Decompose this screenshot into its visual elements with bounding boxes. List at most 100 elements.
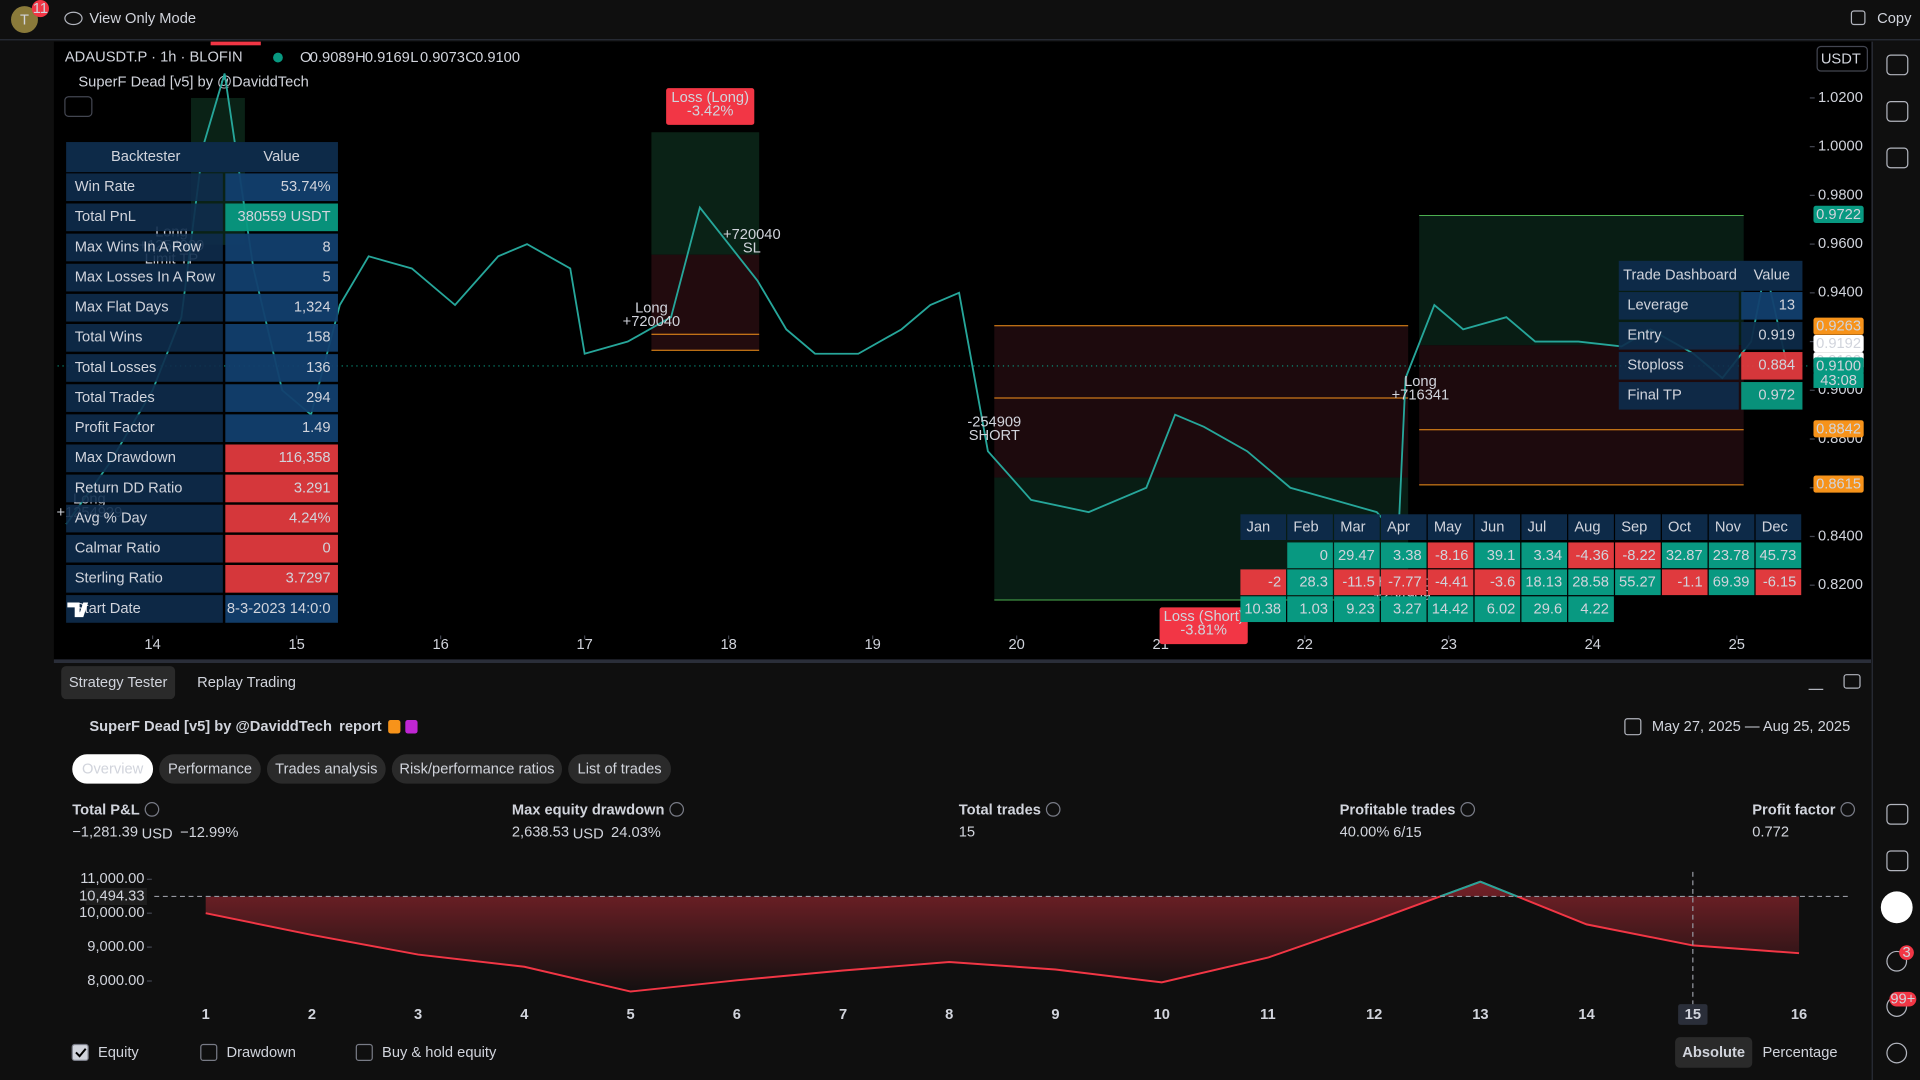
table-cell: [1427, 596, 1474, 623]
trade-label: Loss (Short): [1164, 609, 1244, 625]
table-cell: [66, 354, 223, 382]
metric-extra: 6/15: [1393, 825, 1422, 841]
subtab[interactable]: [159, 754, 261, 784]
price-tag-label: 0.9192: [1816, 336, 1861, 352]
y-tick-label: 0.9800: [1818, 187, 1863, 203]
trade-label: -254909: [967, 414, 1021, 430]
month-value: 3.38: [1393, 548, 1422, 564]
table-label: Start Date: [75, 601, 141, 617]
sidebar-icon[interactable]: [1886, 803, 1909, 825]
subtab[interactable]: [568, 754, 672, 784]
table-header: [1615, 514, 1661, 540]
table-cell: [1618, 322, 1739, 350]
table-cell: [1615, 569, 1661, 596]
table-cell: [1240, 569, 1287, 596]
sidebar-icon[interactable]: [1886, 950, 1908, 972]
month-header: Sep: [1621, 520, 1647, 536]
metric-value: −1,281.39: [72, 825, 138, 841]
month-value: 18.13: [1525, 575, 1562, 591]
legend-label[interactable]: Equity: [98, 1045, 139, 1061]
table-cell: [225, 324, 338, 352]
mode[interactable]: Percentage: [1762, 1045, 1837, 1061]
legend-label[interactable]: Drawdown: [227, 1045, 296, 1061]
info-icon: [1460, 802, 1476, 817]
trade-label: +720040: [723, 227, 781, 243]
trade-label: Loss (Long): [671, 90, 749, 106]
sidebar-icon[interactable]: [1880, 891, 1913, 924]
table-cell: [1661, 569, 1708, 596]
table-cell: [1615, 542, 1661, 569]
sidebar-icon[interactable]: [1886, 101, 1909, 122]
table-label: Entry: [1627, 328, 1662, 344]
table-cell: [66, 233, 223, 262]
subtab-label: Risk/performance ratios: [399, 761, 554, 777]
subtab[interactable]: [266, 754, 386, 784]
table-cell: [225, 504, 338, 533]
icon: [64, 11, 83, 26]
y-tick-label: 0.8400: [1818, 528, 1863, 544]
sidebar-icon[interactable]: [1886, 54, 1909, 76]
table-cell: [1474, 569, 1521, 596]
checkbox[interactable]: [200, 1043, 218, 1062]
table-cell: [1521, 542, 1568, 569]
view-mode[interactable]: View Only Mode: [89, 11, 196, 27]
trade-label: -3.81%: [1180, 622, 1227, 638]
table-cell: [1755, 569, 1802, 596]
table-cell: [225, 293, 338, 322]
symbol-title: ADAUSDT.P · 1h · BLOFIN: [65, 49, 243, 65]
subtab[interactable]: [72, 754, 154, 784]
table-value: 1.49: [302, 420, 331, 436]
checkbox[interactable]: [71, 1043, 89, 1062]
y-tick-label: 0.9600: [1818, 236, 1863, 252]
underline: [210, 41, 261, 46]
table-header: [1287, 514, 1333, 540]
legend-label[interactable]: Buy & hold equity: [382, 1045, 497, 1061]
sidebar-icon[interactable]: [1886, 850, 1909, 872]
table-cell: [1618, 382, 1739, 410]
currency-button[interactable]: [1816, 45, 1868, 72]
price-tag: [1813, 420, 1864, 438]
table-label: Stoploss: [1627, 358, 1683, 374]
table-cell: [1380, 569, 1427, 596]
badge: [1889, 991, 1917, 1007]
table-value: 5: [322, 269, 330, 285]
trade-label: +716341: [1392, 387, 1450, 403]
tab[interactable]: Replay Trading: [197, 675, 296, 691]
subtab-label: Overview: [82, 761, 144, 777]
x-tick-label: 24: [1585, 637, 1601, 653]
x-tick-label: 25: [1729, 637, 1745, 653]
tab[interactable]: Strategy Tester: [69, 675, 168, 691]
mode-active: [1675, 1037, 1753, 1068]
collapse-button[interactable]: [64, 96, 93, 117]
month-value: 29.6: [1534, 602, 1563, 618]
x-tick-label: 5: [627, 1007, 635, 1023]
strategy-name: SuperF Dead [v5] by @DaviddTech: [89, 719, 332, 735]
table-value: 380559 USDT: [238, 209, 331, 225]
equity-line-above: [1480, 880, 1518, 898]
subtab[interactable]: [391, 754, 563, 784]
table-label: Final TP: [1627, 388, 1682, 404]
sidebar-icon[interactable]: [1886, 147, 1909, 169]
table-cell: [66, 324, 223, 352]
x-tick-label: 22: [1297, 637, 1313, 653]
avatar[interactable]: [11, 6, 38, 34]
table-cell: [1741, 352, 1803, 380]
sidebar-icon[interactable]: [1886, 1042, 1908, 1064]
checkbox[interactable]: [355, 1043, 373, 1062]
table-cell: [225, 384, 338, 412]
metric-label: Profitable trades: [1340, 802, 1456, 818]
mode[interactable]: Absolute: [1682, 1045, 1745, 1061]
table-value: 1,324: [294, 300, 331, 316]
table-label: Total Trades: [75, 390, 155, 406]
date-range[interactable]: May 27, 2025 — Aug 25, 2025: [1652, 719, 1850, 735]
table-value: 0: [322, 541, 330, 557]
ohlc-value: 0.9089: [310, 50, 355, 66]
table-header: [1568, 514, 1614, 540]
table-cell: [66, 504, 223, 533]
copy-button[interactable]: Copy: [1877, 11, 1912, 27]
ohlc-value: 0.9100: [475, 50, 520, 66]
ohlc-key: H: [355, 50, 366, 66]
price-tag-label: 0.8842: [1816, 421, 1861, 437]
subtab-label: Trades analysis: [275, 761, 377, 777]
